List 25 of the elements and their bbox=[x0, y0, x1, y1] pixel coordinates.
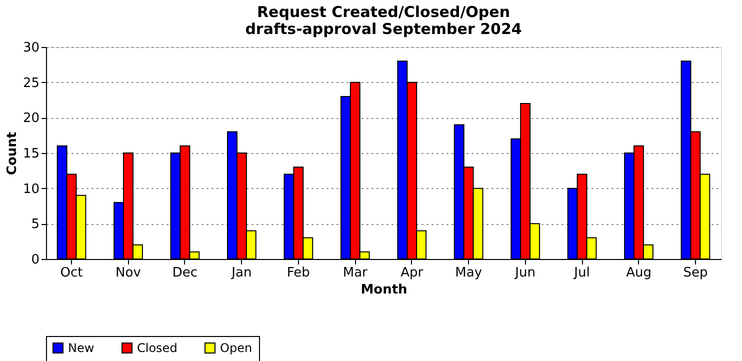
legend-label: Closed bbox=[137, 341, 178, 355]
x-tick-label: Jan bbox=[230, 266, 252, 280]
y-tick-label: 5 bbox=[31, 217, 40, 232]
chart-title: Request Created/Closed/Open drafts-approval September 2024 bbox=[245, 3, 522, 38]
x-tick-label: Nov bbox=[116, 266, 142, 280]
x-tick-label: Sep bbox=[683, 266, 708, 280]
x-tick-label: Aug bbox=[626, 266, 652, 280]
y-tick-label: 25 bbox=[22, 76, 40, 91]
x-tick-label: Jul bbox=[573, 266, 590, 280]
x-tick-label: Jun bbox=[514, 266, 536, 280]
x-tick-label: Apr bbox=[400, 266, 424, 280]
legend-label: Open bbox=[220, 341, 252, 355]
x-tick-label: May bbox=[455, 266, 482, 280]
y-tick-label: 10 bbox=[22, 182, 40, 197]
x-axis-title: Month bbox=[360, 282, 408, 298]
y-tick-label: 30 bbox=[22, 40, 40, 56]
x-tick-label: Dec bbox=[172, 266, 198, 280]
x-tick-label: Feb bbox=[286, 266, 310, 280]
y-tick-label: 0 bbox=[31, 252, 40, 268]
y-tick-label: 15 bbox=[22, 146, 40, 162]
legend-label: New bbox=[68, 341, 94, 355]
y-axis-title: Count bbox=[4, 132, 20, 176]
x-tick-label: Mar bbox=[342, 266, 368, 280]
y-tick-label: 20 bbox=[22, 111, 40, 126]
x-tick-label: Oct bbox=[60, 266, 83, 280]
